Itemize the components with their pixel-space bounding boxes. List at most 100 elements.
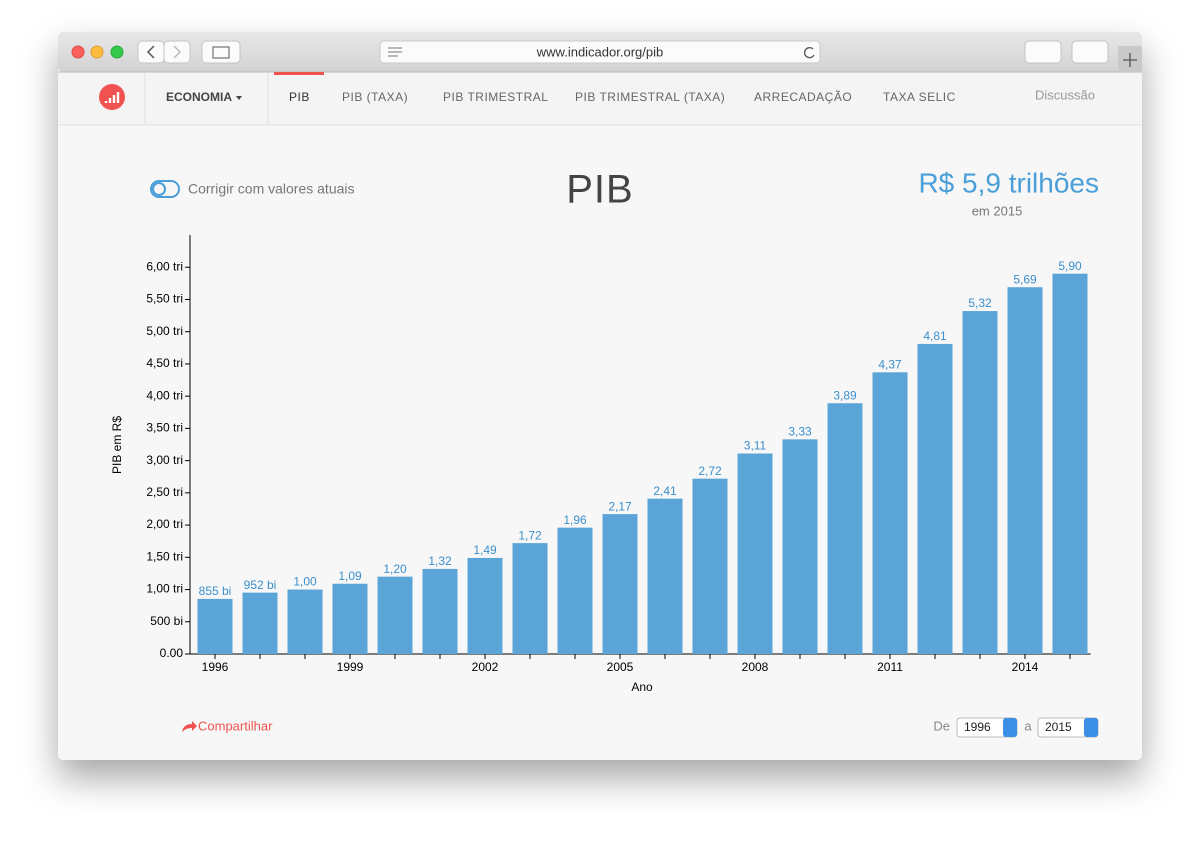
x-tick-label: 1999 [337, 660, 364, 674]
y-tick-label: 4,00 tri [146, 388, 183, 402]
value-label: 1,09 [338, 569, 362, 583]
select-arrows [1003, 718, 1017, 737]
nav-tab[interactable]: ARRECADAÇÃO [754, 90, 852, 104]
plus-icon [1123, 53, 1137, 67]
nav-tab[interactable]: PIB [289, 90, 310, 104]
bar [287, 589, 323, 654]
nav-tab[interactable]: TAXA SELIC [883, 90, 956, 104]
bar [512, 543, 548, 654]
sidebar-button[interactable] [201, 40, 241, 64]
y-tick-label: 3,50 tri [146, 421, 183, 435]
share-icon [182, 721, 197, 732]
close-button[interactable] [71, 45, 85, 59]
sidebar-icon [212, 46, 230, 59]
value-label: 1,96 [563, 513, 587, 527]
value-label: 4,37 [878, 357, 902, 371]
bar [827, 403, 863, 654]
share-button[interactable] [1024, 40, 1062, 64]
forward-button[interactable] [163, 40, 191, 64]
y-tick-label: 3,00 tri [146, 453, 183, 467]
active-tab-indicator [274, 72, 324, 75]
y-tick-label: 2,00 tri [146, 517, 183, 531]
bar [197, 598, 233, 654]
value-label: 1,00 [293, 575, 317, 589]
bar [782, 439, 818, 654]
nav-tab[interactable]: PIB TRIMESTRAL [443, 90, 548, 104]
select-arrows [1084, 718, 1098, 737]
value-label: 5,90 [1058, 259, 1082, 273]
value-label: 2,41 [653, 484, 677, 498]
to-label: a [1024, 718, 1032, 733]
value-label: 2,17 [608, 499, 632, 513]
from-label: De [933, 718, 950, 733]
bar [242, 592, 278, 654]
bar [872, 372, 908, 654]
highlight-value: R$ 5,9 trilhões [918, 167, 1099, 198]
x-axis-label: Ano [631, 680, 653, 694]
bar [692, 478, 728, 654]
y-tick-label: 0.00 [160, 646, 184, 660]
value-label: 1,32 [428, 554, 452, 568]
window [58, 32, 1142, 760]
x-tick-label: 2005 [607, 660, 634, 674]
x-tick-label: 2002 [472, 660, 499, 674]
chart-title: PIB [566, 168, 633, 212]
back-button[interactable] [137, 40, 165, 64]
bar [647, 498, 683, 654]
bar [1052, 273, 1088, 654]
highlight-sub: em 2015 [972, 203, 1023, 218]
value-label: 5,69 [1013, 272, 1037, 286]
bar [332, 583, 368, 654]
bar [467, 557, 503, 654]
value-label: 1,49 [473, 543, 497, 557]
menu-caret [236, 96, 242, 100]
toggle[interactable] [150, 180, 180, 198]
tabs-button[interactable] [1071, 40, 1109, 64]
y-tick-label: 4,50 tri [146, 356, 183, 370]
reload-icon[interactable] [804, 47, 815, 59]
from-value: 1996 [964, 720, 991, 734]
logo[interactable] [99, 84, 125, 110]
nav-tab[interactable]: PIB TRIMESTRAL (TAXA) [575, 90, 725, 104]
nav-tab[interactable]: PIB (TAXA) [342, 90, 408, 104]
reader-icon [388, 47, 402, 57]
bar [422, 568, 458, 654]
to-value: 2015 [1045, 720, 1072, 734]
value-label: 3,89 [833, 388, 857, 402]
bar [962, 311, 998, 654]
menu[interactable]: ECONOMIA [166, 90, 232, 104]
bar [1007, 287, 1043, 654]
y-tick-label: 5,00 tri [146, 324, 183, 338]
x-tick-label: 2008 [742, 660, 769, 674]
url-bar[interactable] [379, 40, 821, 64]
bar [602, 514, 638, 654]
y-tick-label: 5,50 tri [146, 292, 183, 306]
toggle-label[interactable]: Corrigir com valores atuais [188, 181, 355, 197]
logo-icon [104, 92, 120, 103]
zoom-button[interactable] [110, 45, 124, 59]
bar [377, 576, 413, 654]
value-label: 1,20 [383, 562, 407, 576]
x-tick-label: 1996 [202, 660, 229, 674]
x-tick-label: 2011 [877, 660, 903, 674]
y-tick-label: 1,50 tri [146, 549, 183, 563]
y-tick-label: 500 bi [150, 614, 183, 628]
value-label: 952 bi [244, 578, 277, 592]
value-label: 3,33 [788, 425, 812, 439]
nav-link[interactable]: Discussão [1035, 87, 1095, 102]
value-label: 2,72 [698, 464, 722, 478]
value-label: 5,32 [968, 296, 992, 310]
value-label: 3,11 [744, 439, 767, 453]
y-axis-label: PIB em R$ [110, 416, 124, 474]
value-label: 4,81 [923, 329, 947, 343]
minimize-button[interactable] [90, 45, 104, 59]
share-link[interactable]: Compartilhar [198, 718, 273, 733]
value-label: 855 bi [199, 584, 232, 598]
y-tick-label: 1,00 tri [146, 582, 183, 596]
bar [917, 343, 953, 654]
y-tick-label: 6,00 tri [146, 259, 183, 273]
value-label: 1,72 [518, 528, 542, 542]
